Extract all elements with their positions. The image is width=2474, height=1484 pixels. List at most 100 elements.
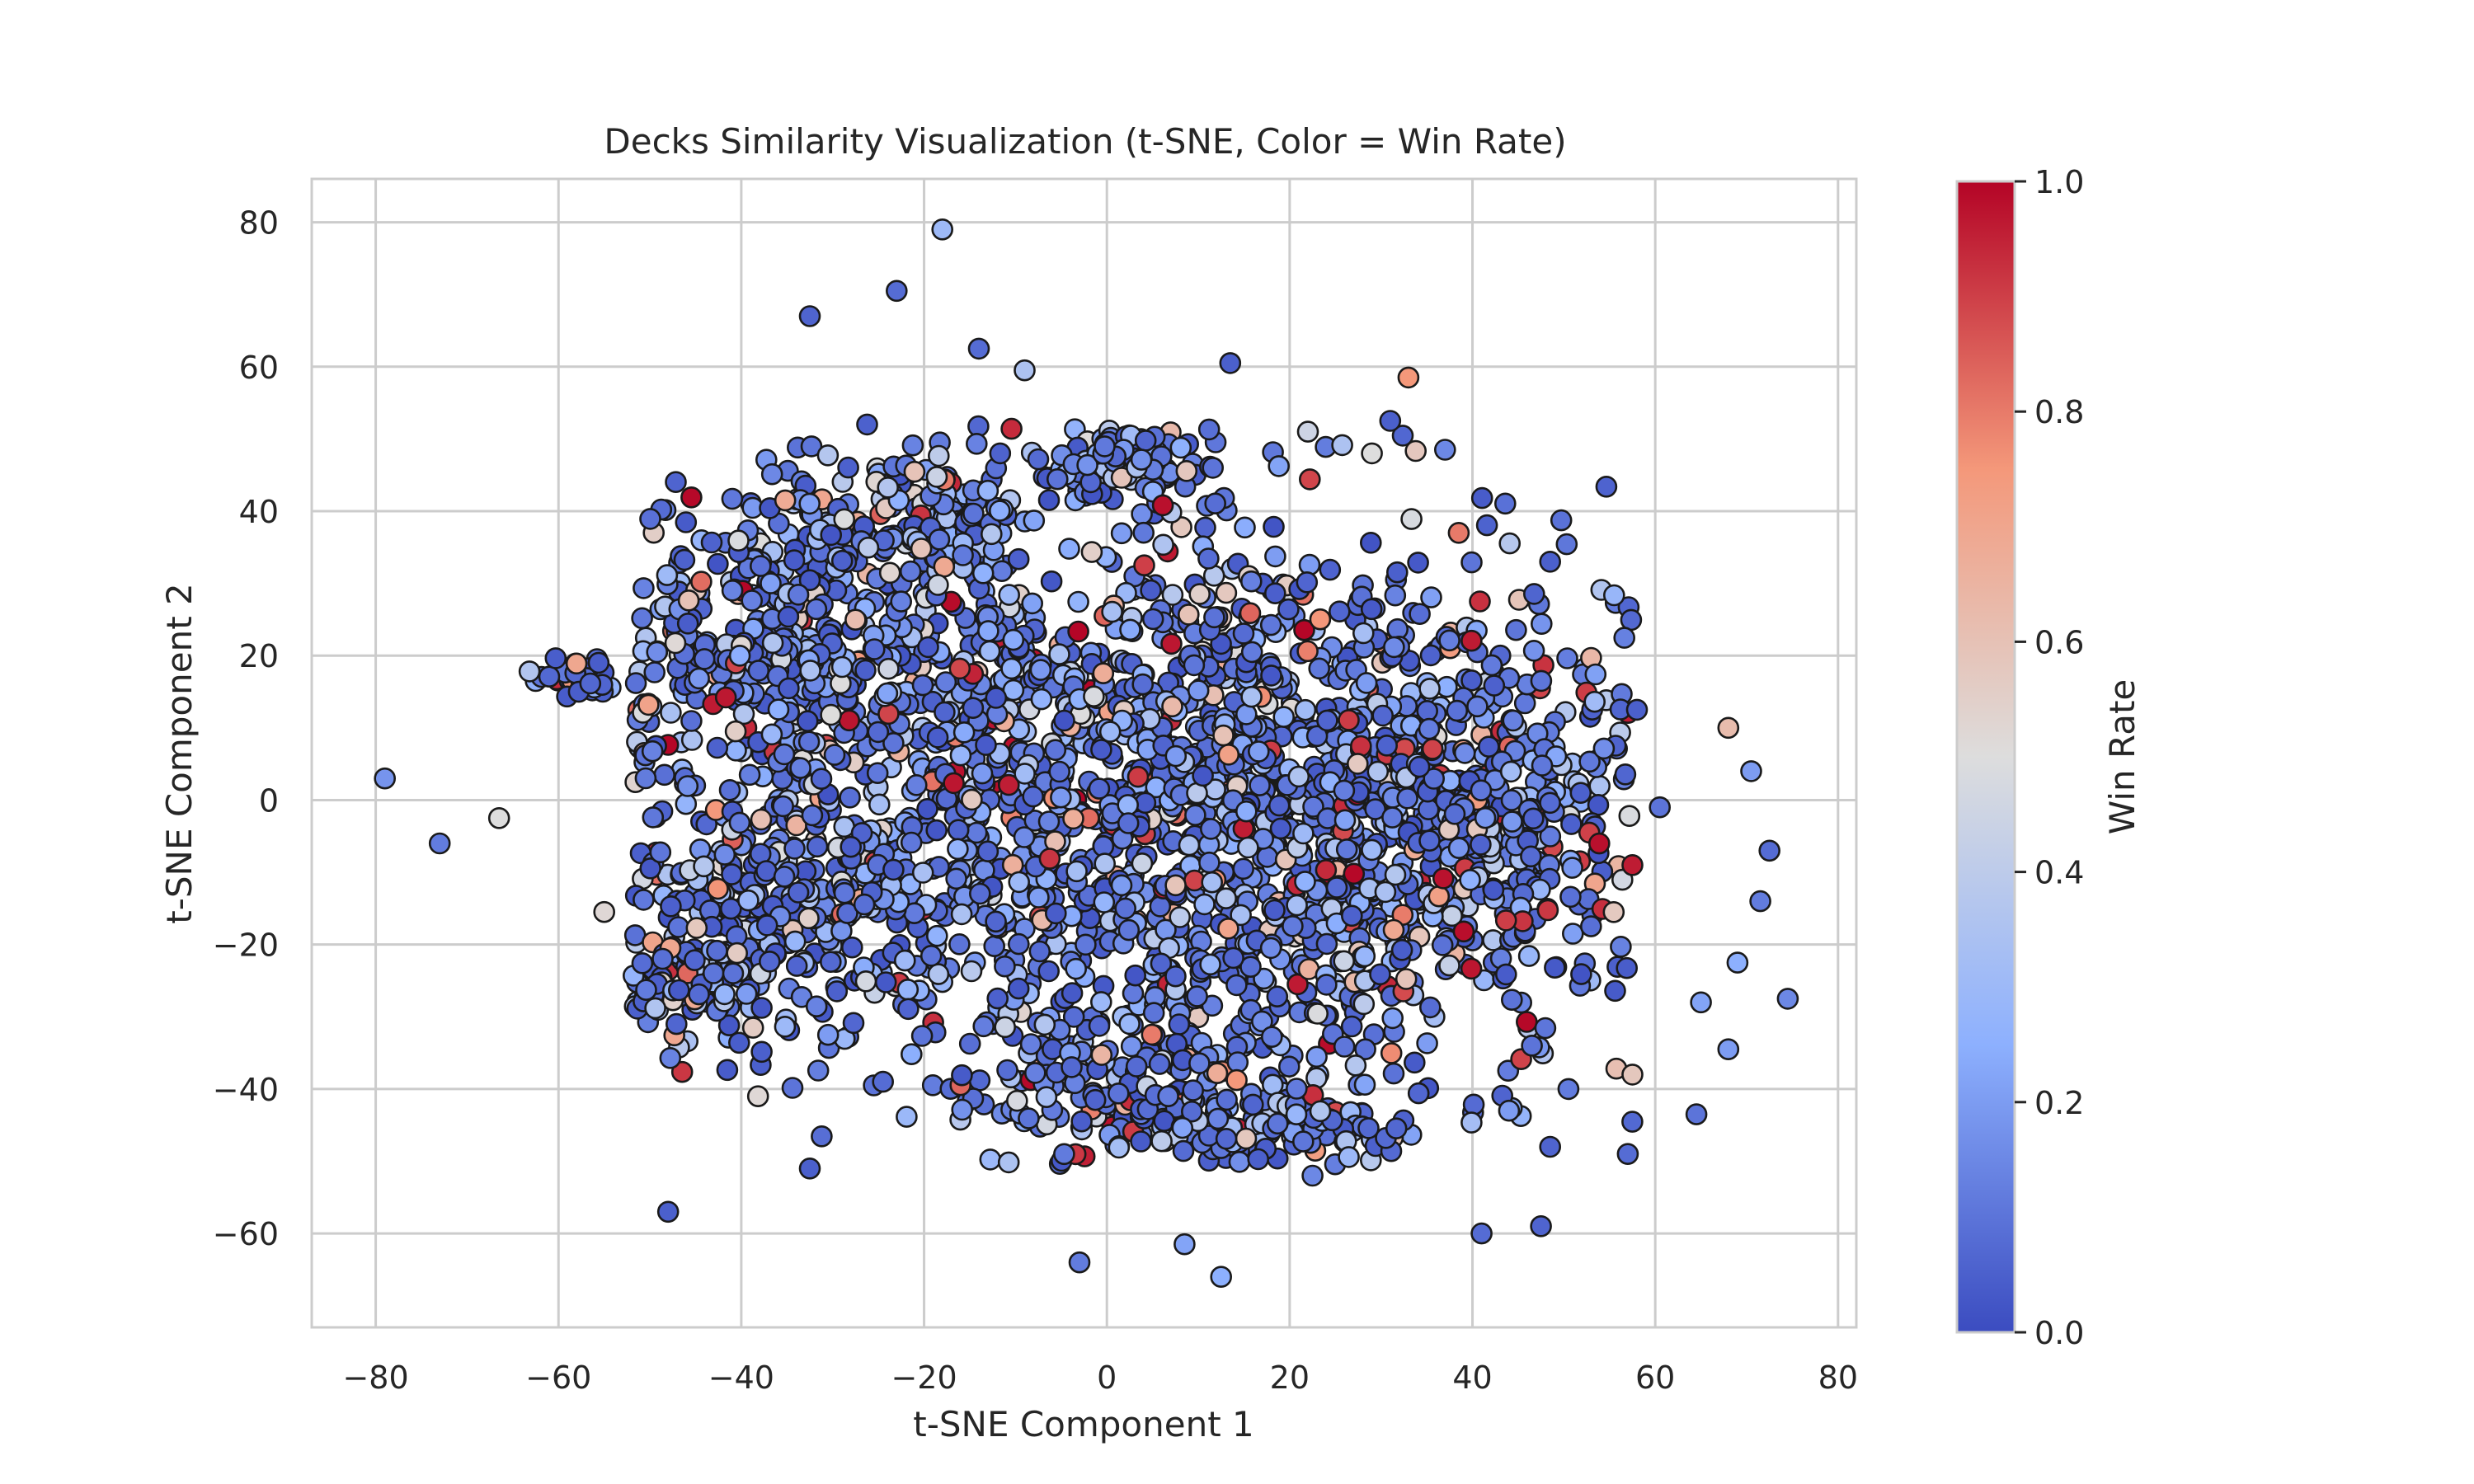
data-point	[738, 763, 761, 787]
data-point	[1197, 418, 1221, 441]
data-point	[783, 549, 806, 571]
data-point	[1384, 863, 1407, 886]
data-point	[1603, 584, 1625, 607]
data-point	[660, 702, 682, 724]
data-point	[1092, 662, 1115, 685]
data-point	[1030, 688, 1053, 711]
data-point	[1561, 857, 1583, 879]
data-point	[1534, 1017, 1557, 1040]
data-point	[1188, 1052, 1211, 1074]
data-point	[1523, 583, 1545, 605]
data-point	[1188, 583, 1211, 605]
data-point	[1230, 904, 1252, 927]
data-point	[1531, 613, 1553, 636]
data-point	[1580, 915, 1602, 937]
data-point	[1256, 846, 1279, 868]
data-point	[1539, 1135, 1561, 1158]
data-point	[665, 471, 687, 494]
data-point	[1513, 692, 1536, 715]
data-point	[926, 924, 948, 947]
data-point	[931, 218, 953, 241]
data-point	[1352, 622, 1375, 645]
data-point	[1522, 807, 1545, 830]
data-point	[1110, 874, 1133, 897]
data-point	[706, 736, 729, 759]
data-point	[874, 971, 897, 993]
data-point	[1216, 1088, 1238, 1111]
data-point	[1203, 606, 1225, 629]
data-point	[950, 903, 973, 926]
data-point	[1152, 533, 1174, 556]
data-point	[1027, 448, 1050, 471]
y-tick-label: −40	[213, 1072, 279, 1108]
data-point	[1494, 909, 1517, 932]
data-point	[966, 432, 988, 455]
data-point	[1201, 871, 1223, 894]
data-point	[1164, 874, 1187, 897]
data-point	[680, 729, 703, 751]
data-point	[1460, 1111, 1483, 1134]
data-point	[825, 980, 849, 1003]
data-point	[1604, 979, 1626, 1003]
data-point	[750, 808, 773, 831]
y-tick-label: 60	[239, 350, 279, 386]
data-point	[1242, 1093, 1264, 1116]
data-point	[996, 1059, 1018, 1082]
data-point	[667, 979, 690, 1002]
data-point	[667, 916, 689, 938]
data-point	[1452, 920, 1475, 943]
data-point	[1045, 902, 1067, 925]
data-point	[1206, 1062, 1229, 1084]
data-point	[721, 579, 744, 602]
data-point	[857, 536, 880, 559]
data-point	[994, 1016, 1016, 1039]
data-point	[1539, 550, 1561, 573]
data-point	[1247, 1148, 1269, 1171]
data-point	[774, 489, 797, 512]
data-point	[926, 726, 949, 749]
colorbar	[1955, 180, 2016, 1334]
data-point	[1621, 1064, 1644, 1086]
data-point	[1142, 1002, 1165, 1024]
data-point	[665, 1012, 688, 1036]
data-point	[1408, 755, 1431, 778]
data-point	[1550, 509, 1573, 532]
data-point	[1061, 982, 1084, 1004]
data-point	[1126, 765, 1150, 788]
y-tick-label: −20	[213, 928, 279, 964]
data-point	[1192, 764, 1214, 787]
data-point	[664, 632, 687, 655]
data-point	[975, 734, 997, 756]
data-point	[1501, 989, 1523, 1011]
data-point	[1248, 740, 1270, 763]
data-point	[1237, 836, 1259, 859]
data-point	[716, 1059, 739, 1082]
data-point	[961, 788, 983, 811]
data-point	[1315, 859, 1338, 881]
data-point	[951, 1098, 973, 1121]
data-point	[1044, 739, 1067, 762]
data-point	[1502, 709, 1525, 732]
data-point	[1355, 672, 1378, 694]
data-point	[1292, 822, 1315, 845]
data-point	[1384, 584, 1407, 607]
y-tick-label: −60	[213, 1216, 279, 1252]
data-point	[1347, 753, 1369, 775]
data-point	[677, 589, 700, 612]
data-point	[717, 1014, 741, 1036]
data-point	[1613, 627, 1635, 649]
data-point	[948, 933, 971, 956]
data-point	[878, 561, 901, 585]
data-point	[960, 960, 983, 983]
data-point	[1285, 1103, 1308, 1125]
data-point	[800, 435, 823, 458]
data-point	[1187, 679, 1210, 702]
data-point	[1037, 810, 1061, 833]
data-point	[725, 739, 747, 762]
data-point	[1616, 956, 1638, 979]
data-point	[785, 955, 808, 977]
data-point	[853, 893, 876, 916]
data-point	[693, 648, 716, 670]
data-point	[1062, 807, 1084, 830]
data-point	[1536, 899, 1559, 922]
